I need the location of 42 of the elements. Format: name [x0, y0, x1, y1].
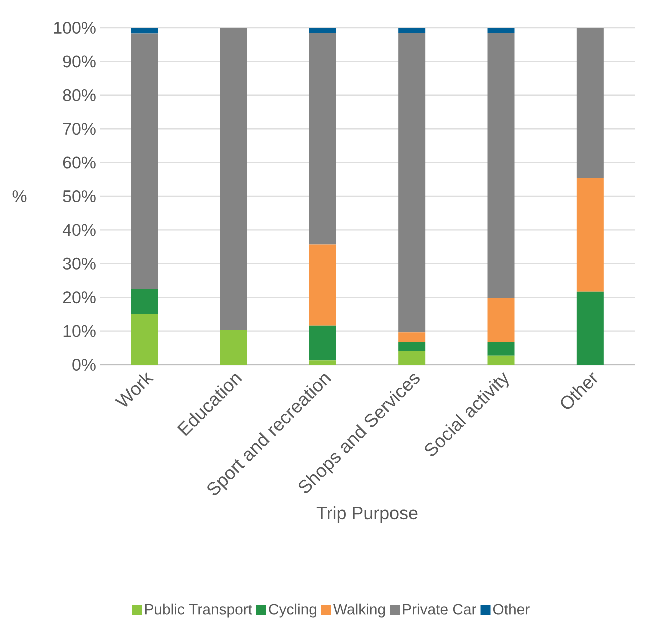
y-tick-label: 60% — [63, 156, 96, 169]
y-tick-label: 40% — [62, 224, 96, 236]
bar — [488, 342, 515, 356]
bar — [131, 314, 158, 365]
bar — [309, 244, 336, 326]
y-tick-label: 70% — [63, 123, 96, 136]
y-tick-label: 20% — [63, 292, 96, 304]
y-tick-label: 30% — [63, 258, 96, 270]
legend-label: Walking — [334, 604, 386, 618]
bar — [131, 34, 158, 290]
bar — [398, 33, 426, 333]
bar — [309, 360, 336, 365]
bar — [131, 28, 158, 34]
bar — [488, 28, 515, 34]
y-tick-label: 10% — [64, 325, 96, 338]
bar — [220, 330, 248, 365]
bar — [398, 332, 426, 342]
bar — [220, 28, 248, 330]
bar — [488, 33, 515, 298]
legend-label: Cycling — [269, 604, 317, 618]
bar — [488, 356, 515, 365]
bar — [309, 326, 336, 361]
bar — [576, 292, 604, 365]
bar — [309, 28, 336, 34]
bar — [576, 178, 604, 292]
y-tick-label: 80% — [63, 89, 96, 102]
legend-label: Public Transport — [145, 604, 252, 618]
y-tick-label: 50% — [63, 190, 96, 202]
legend-label: Other — [493, 604, 530, 615]
x-axis-title: Trip Purpose — [316, 506, 418, 524]
y-tick-label: 100% — [54, 22, 96, 34]
bar — [398, 28, 426, 34]
bar — [398, 352, 426, 365]
bar — [309, 33, 336, 245]
y-tick-label: 90% — [63, 56, 96, 68]
bar — [576, 28, 604, 178]
bar — [488, 298, 515, 342]
legend-label: Private Car — [403, 604, 476, 615]
y-tick-label: 0% — [72, 359, 96, 371]
y-axis-title: % — [12, 190, 27, 202]
bar — [131, 289, 158, 314]
bar — [398, 342, 426, 352]
